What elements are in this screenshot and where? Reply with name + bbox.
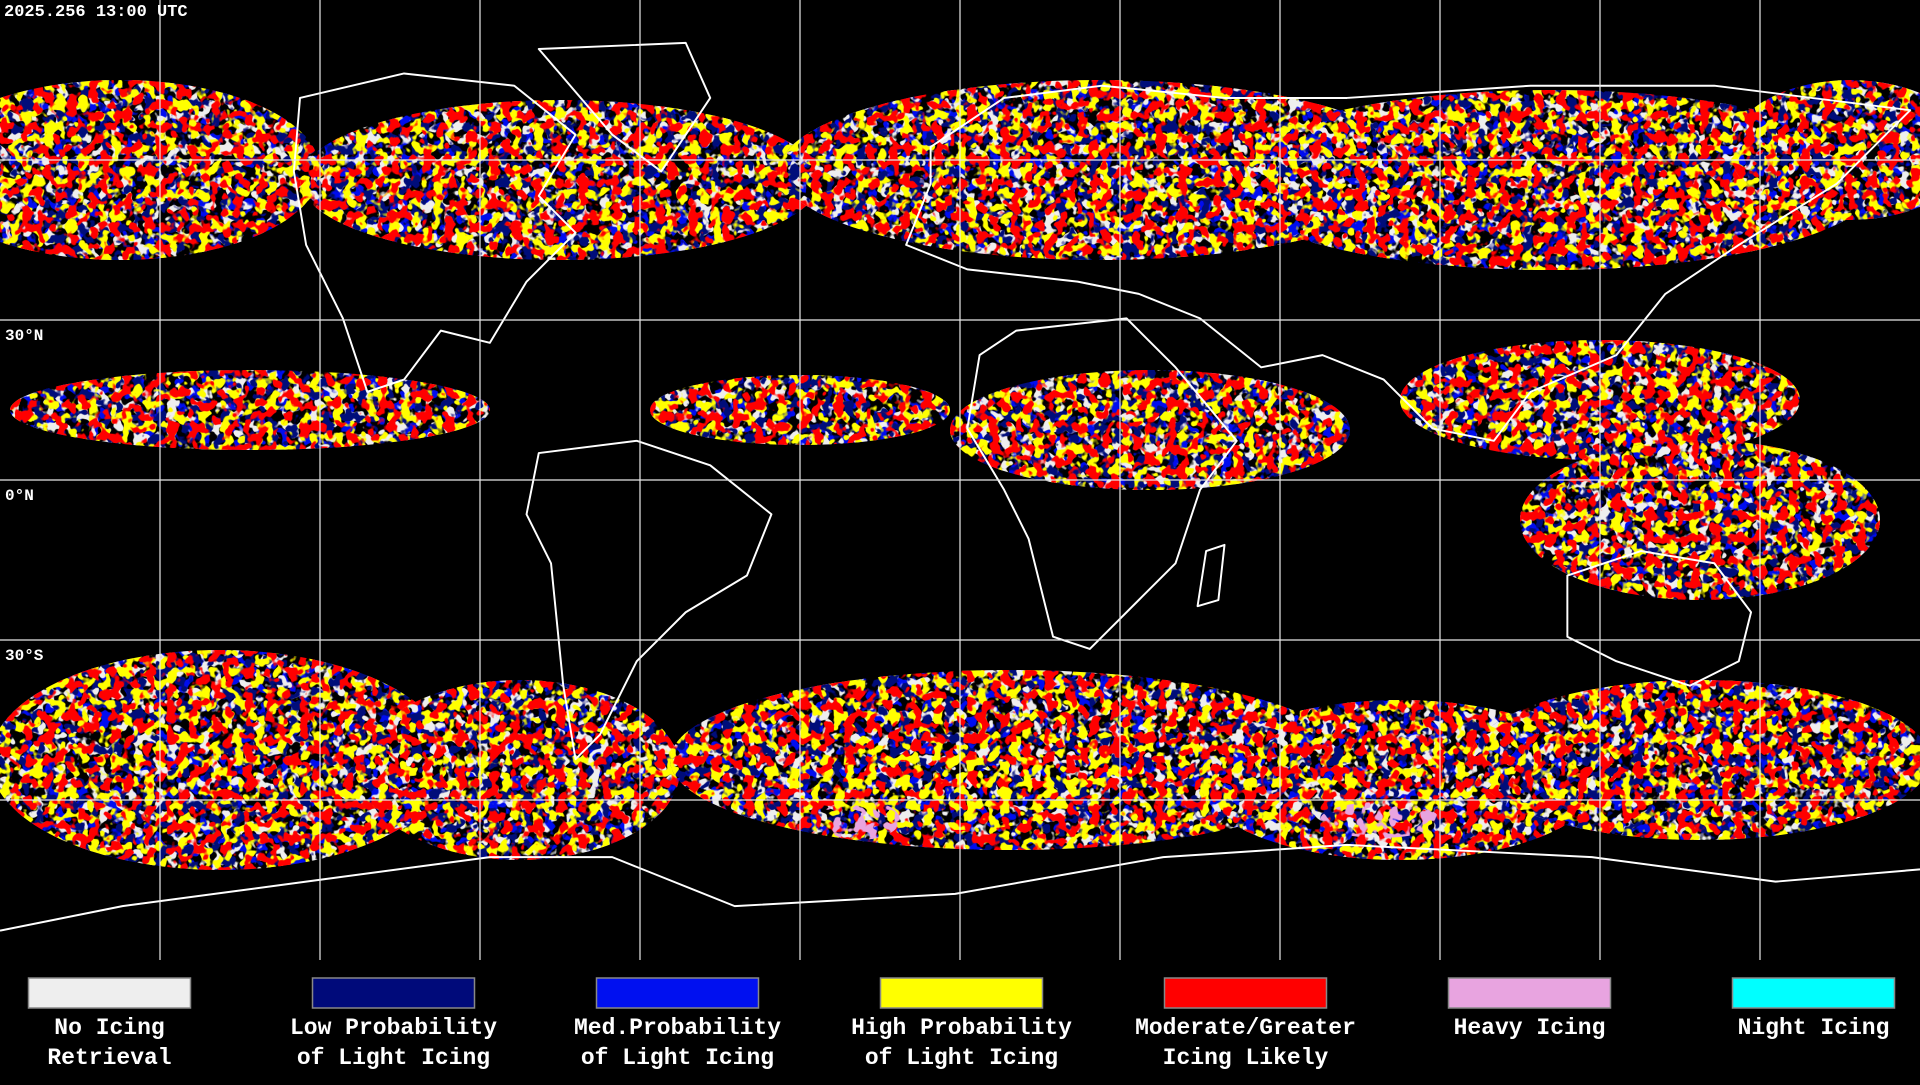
latitude-label: 30°N xyxy=(5,327,43,345)
legend-label: Retrieval xyxy=(47,1045,171,1071)
graticule xyxy=(0,0,1920,960)
icing-patch xyxy=(360,680,680,860)
legend-label: Icing Likely xyxy=(1163,1045,1329,1071)
legend-swatch xyxy=(27,977,192,1009)
south-america xyxy=(525,439,773,761)
icing-patch xyxy=(1730,80,1920,220)
icing-patch xyxy=(1470,680,1920,840)
icing-patch xyxy=(1220,90,1880,270)
legend-label: of Light Icing xyxy=(297,1045,490,1071)
icing-patch xyxy=(1520,440,1880,600)
icing-patch xyxy=(10,370,490,450)
legend-swatch xyxy=(311,977,476,1009)
madagascar xyxy=(1196,543,1226,608)
legend: No Icing Retrieval Low Probability of Light… xyxy=(27,977,1896,1071)
legend-label: Moderate/Greater xyxy=(1135,1015,1356,1041)
icing-patch xyxy=(1320,802,1440,838)
legend-swatch xyxy=(879,977,1044,1009)
latitude-label: 30°S xyxy=(5,647,44,665)
legend-label: Low Probability xyxy=(290,1015,497,1041)
legend-label: No Icing xyxy=(54,1015,164,1041)
legend-swatch xyxy=(1163,977,1328,1009)
latitude-labels: 30°N 0°N 30°S xyxy=(5,327,44,665)
legend-label: Med.Probability xyxy=(574,1015,781,1041)
legend-label: of Light Icing xyxy=(865,1045,1058,1071)
legend-swatch xyxy=(1731,977,1896,1009)
australia xyxy=(1566,550,1753,687)
latitude-label: 0°N xyxy=(5,487,34,505)
legend-label: Heavy Icing xyxy=(1454,1015,1606,1041)
legend-label: High Probability xyxy=(851,1015,1072,1041)
legend-label: of Light Icing xyxy=(581,1045,774,1071)
africa xyxy=(966,317,1238,650)
eurasia xyxy=(905,84,1912,442)
icing-patch xyxy=(950,370,1350,490)
north-america xyxy=(292,72,577,393)
icing-patch xyxy=(820,800,900,840)
icing-patch xyxy=(300,100,820,260)
legend-label: Night Icing xyxy=(1738,1015,1890,1041)
timestamp: 2025.256 13:00 UTC xyxy=(4,3,188,22)
legend-swatch xyxy=(1447,977,1612,1009)
antarctica xyxy=(0,843,1920,932)
coastlines xyxy=(0,41,1920,932)
icing-patch xyxy=(0,650,450,870)
legend-swatch xyxy=(595,977,760,1009)
greenland xyxy=(537,41,712,173)
